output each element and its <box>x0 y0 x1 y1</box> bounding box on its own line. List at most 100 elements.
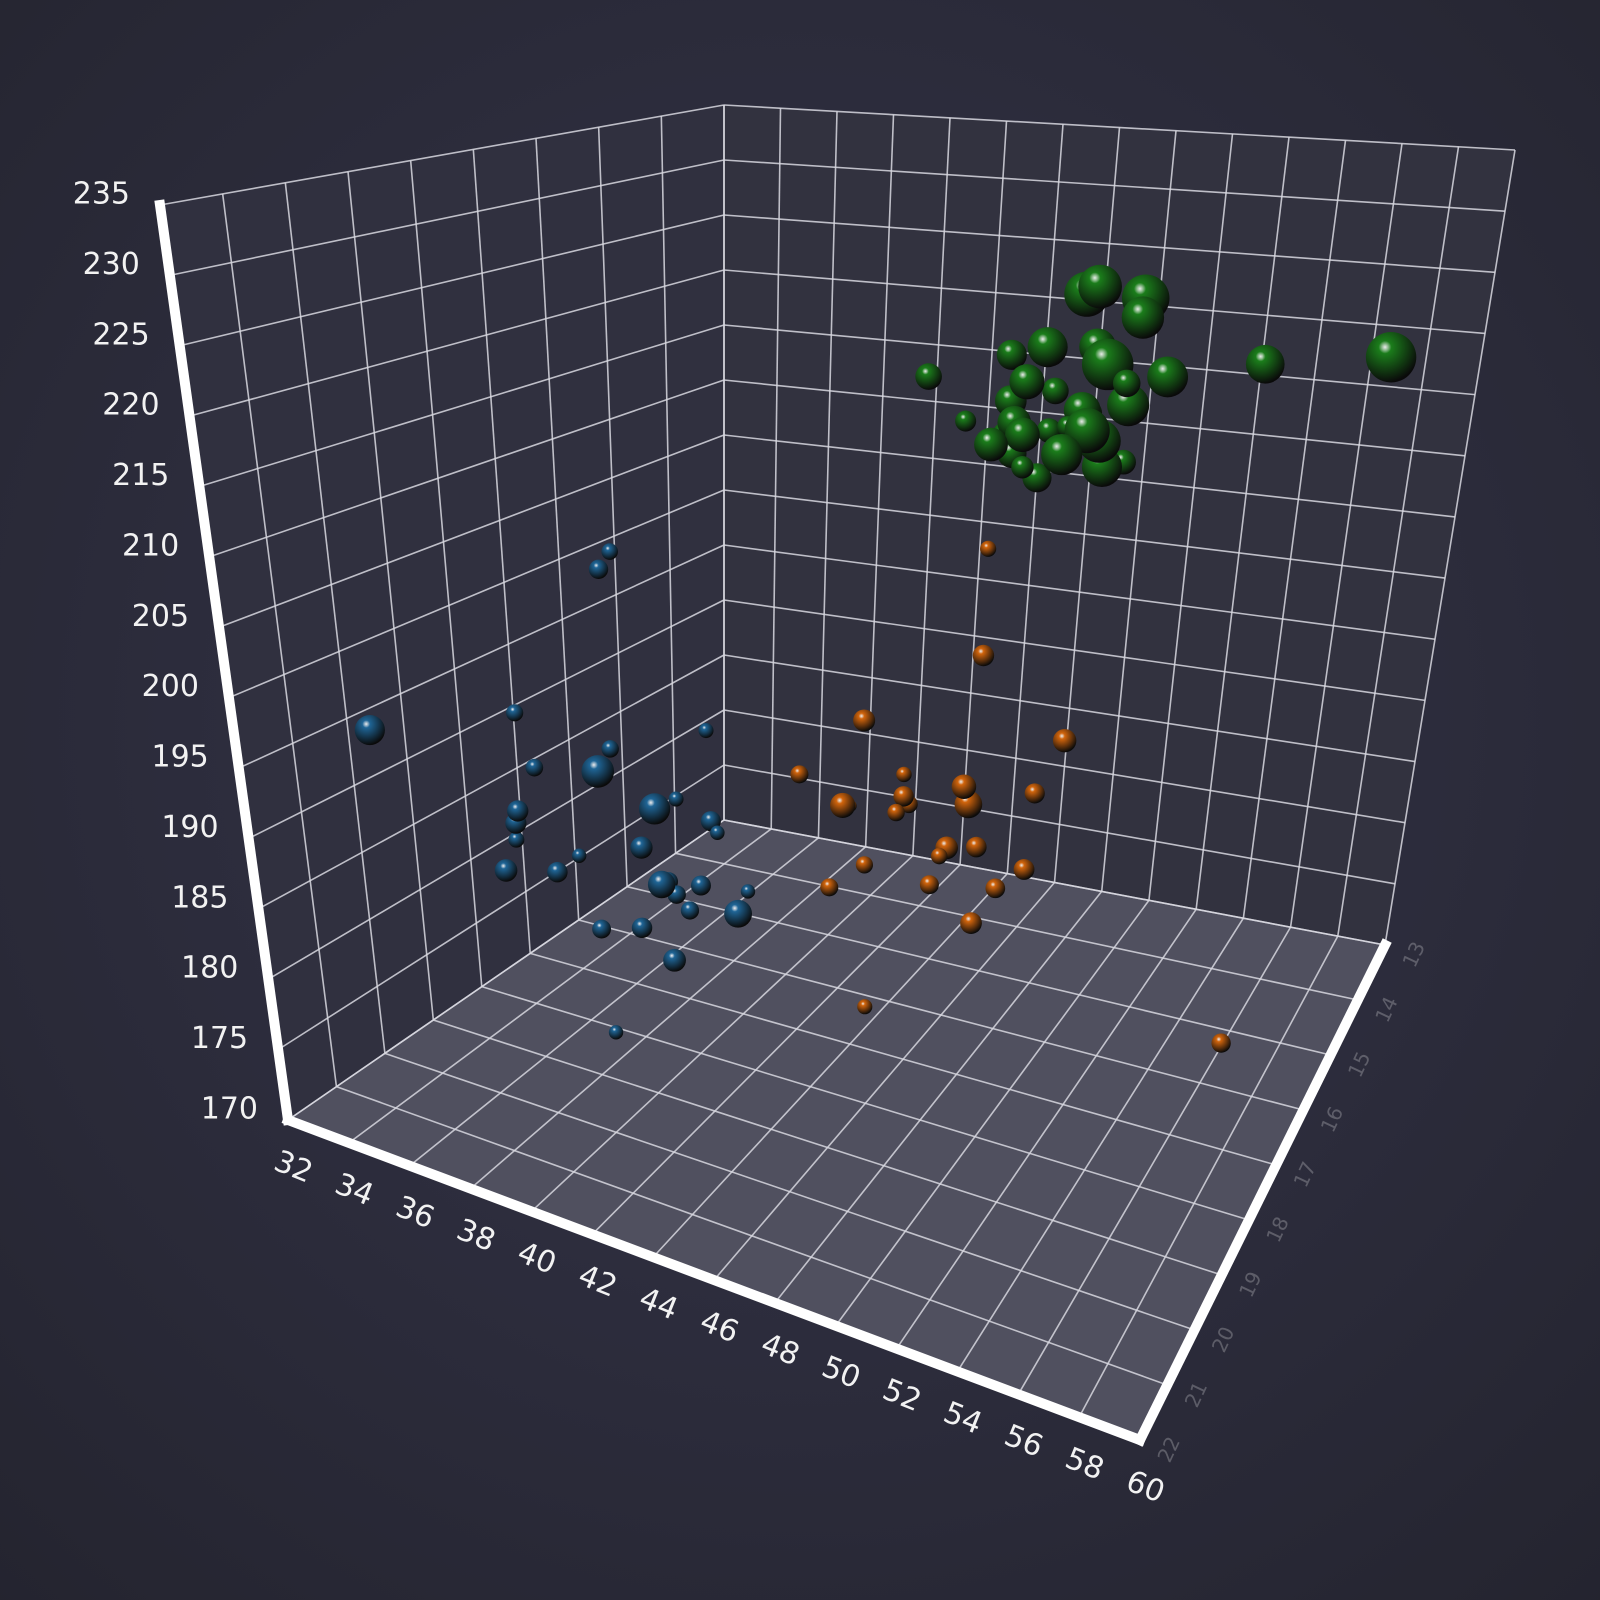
y-tick-label: 180 <box>181 951 238 986</box>
grid-line <box>409 160 483 987</box>
y-tick-label: 235 <box>73 177 130 212</box>
data-point <box>1052 729 1077 753</box>
data-point <box>1013 859 1035 880</box>
grid-line <box>238 544 725 769</box>
grid-line <box>347 171 435 1021</box>
y-tick-label: 170 <box>201 1092 258 1127</box>
grid-line <box>179 214 725 347</box>
data-point <box>974 427 1008 462</box>
y-tick-label: 190 <box>161 810 218 845</box>
y-tick-label: 195 <box>152 740 209 775</box>
grid-line <box>912 117 951 856</box>
data-point <box>506 704 524 722</box>
data-point <box>1211 1033 1231 1053</box>
y-tick-label: 175 <box>191 1021 248 1056</box>
data-point <box>647 870 676 899</box>
y-tick-label: 225 <box>92 317 149 352</box>
left-wall <box>160 105 724 1120</box>
grid-line <box>723 599 1426 702</box>
grid-line <box>218 434 725 629</box>
grid-line <box>169 159 725 277</box>
data-point <box>1112 369 1141 398</box>
grid-line <box>530 952 1277 1166</box>
data-point <box>680 901 700 920</box>
grid-line <box>652 873 1008 1258</box>
data-point <box>1005 417 1040 453</box>
grid-line <box>530 855 914 1213</box>
data-point <box>508 831 525 848</box>
data-point <box>857 999 873 1015</box>
x-axis <box>281 1113 1147 1447</box>
grid-line <box>384 1052 1195 1331</box>
y-tick-label: 200 <box>142 669 199 704</box>
grid-line <box>591 864 961 1235</box>
data-point <box>1041 433 1083 476</box>
data-point <box>1011 456 1034 479</box>
grid-line <box>959 121 1008 865</box>
data-point <box>820 878 839 897</box>
data-point <box>915 363 942 390</box>
grid-line <box>284 182 386 1054</box>
grid-line <box>189 269 725 417</box>
data-point <box>1107 384 1150 427</box>
grid-line <box>1148 133 1234 901</box>
data-point <box>592 919 612 939</box>
data-point <box>1009 364 1045 400</box>
data-point <box>951 774 977 799</box>
grid-line <box>1195 137 1290 910</box>
data-point <box>581 755 615 788</box>
data-point <box>1024 783 1045 804</box>
grid-line <box>228 489 725 699</box>
data-point <box>525 758 544 777</box>
data-point <box>1121 296 1165 339</box>
grid-line <box>221 193 338 1087</box>
data-point <box>354 714 385 746</box>
data-point <box>930 847 948 865</box>
grid-line <box>723 159 1506 212</box>
data-point <box>724 899 753 928</box>
data-point <box>668 791 684 807</box>
grid-line <box>723 819 1386 946</box>
data-point <box>887 803 905 822</box>
data-point <box>710 825 725 841</box>
data-point <box>698 723 714 739</box>
grid-line <box>535 138 580 921</box>
grid-line <box>470 846 867 1190</box>
grid-line <box>597 127 628 887</box>
data-point <box>608 1025 624 1040</box>
y-axis <box>154 199 294 1126</box>
data-point <box>1042 377 1069 405</box>
data-point <box>955 410 977 432</box>
data-point <box>507 800 529 822</box>
y-tick-label: 215 <box>112 458 169 493</box>
data-point <box>1147 356 1189 398</box>
grid-line <box>723 764 1396 885</box>
grid-line <box>835 899 1150 1327</box>
y-tick-label: 210 <box>122 528 179 563</box>
grid-line <box>895 908 1197 1350</box>
grid-line <box>208 379 725 558</box>
grid-line <box>199 324 725 488</box>
data-point <box>1245 344 1285 384</box>
data-point <box>571 848 587 863</box>
grid-line <box>660 116 677 854</box>
grid-line <box>723 544 1436 641</box>
grid-line <box>770 108 782 829</box>
grid-line <box>817 111 838 838</box>
z-axis <box>1133 938 1392 1447</box>
y-tick-label: 205 <box>132 599 189 634</box>
data-point <box>1078 264 1122 309</box>
back-wall <box>724 105 1515 945</box>
data-point <box>588 559 609 579</box>
data-point <box>919 875 939 895</box>
grid-line <box>1053 127 1121 883</box>
grid-line <box>1242 140 1347 919</box>
floor <box>288 820 1385 1440</box>
data-point <box>1027 327 1068 368</box>
grid-line <box>723 214 1496 274</box>
grid-line <box>578 919 1304 1111</box>
grid-line <box>1336 146 1460 937</box>
grid-line <box>1078 935 1339 1418</box>
data-point <box>972 644 995 667</box>
